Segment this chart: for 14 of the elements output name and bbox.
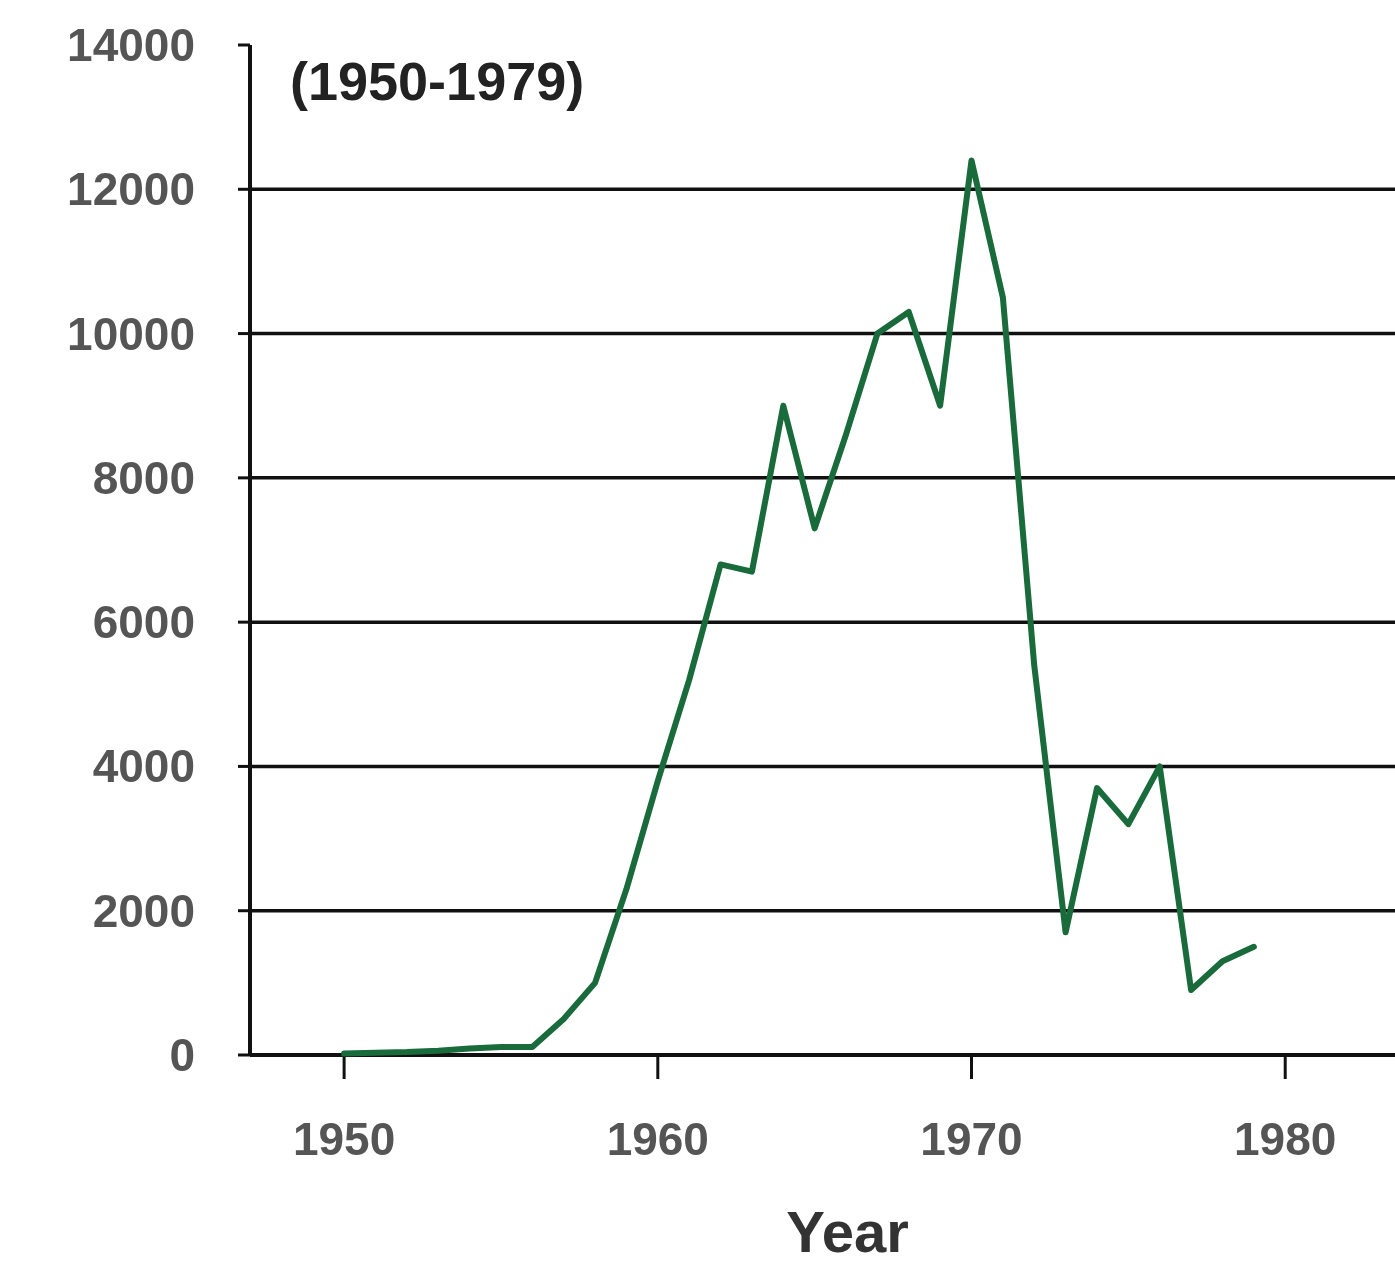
y-tick-label: 6000 — [92, 596, 195, 649]
y-tick-label: 2000 — [92, 884, 195, 937]
y-tick-label: 0 — [169, 1029, 195, 1081]
y-tick-label: 12000 — [67, 163, 195, 216]
x-tick-label: 1960 — [606, 1113, 709, 1165]
x-axis-title: Year — [786, 1199, 909, 1261]
y-tick-label: 8000 — [92, 451, 195, 504]
x-tick-label: 1980 — [1234, 1113, 1337, 1165]
chart-title: (1950-1979) — [290, 51, 585, 111]
y-tick-label: 4000 — [92, 740, 195, 793]
y-tick-label: 10000 — [67, 307, 195, 360]
x-tick-label: 1950 — [292, 1113, 396, 1165]
x-tick-label: 1970 — [920, 1113, 1023, 1165]
y-tick-label: 14000 — [67, 19, 195, 71]
